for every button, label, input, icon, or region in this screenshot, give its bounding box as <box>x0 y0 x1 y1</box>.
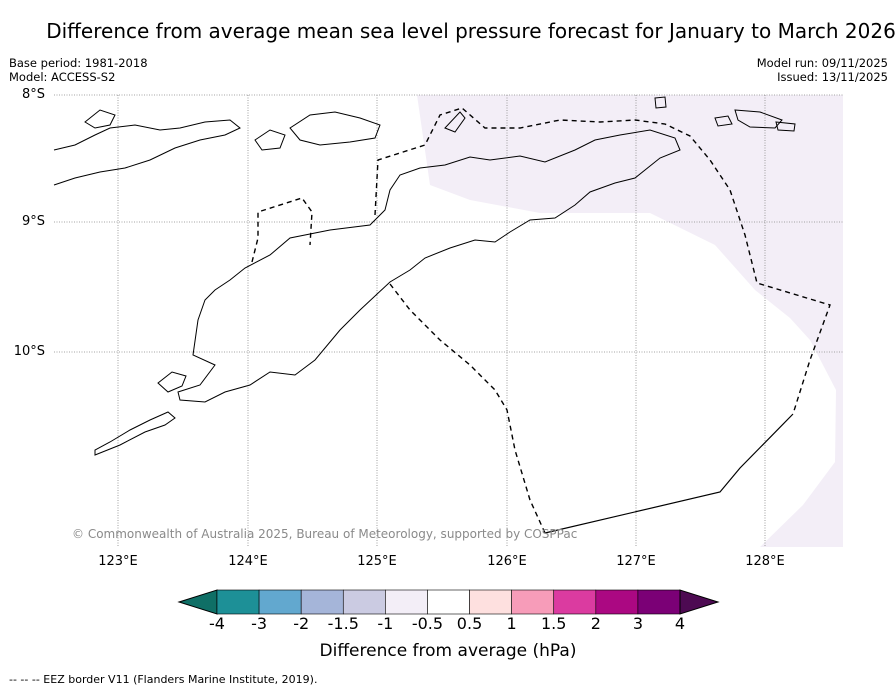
meta-left: Base period: 1981-2018 Model: ACCESS-S2 <box>9 56 148 84</box>
chart-title: Difference from average mean sea level p… <box>46 19 896 43</box>
coastline-timor <box>177 129 681 403</box>
coastline-island-b <box>289 111 381 146</box>
colorbar-tick-label: 3 <box>632 614 643 633</box>
coastline-island-e <box>734 109 783 129</box>
colorbar-label: Difference from average (hPa) <box>319 641 577 661</box>
coastline-sawu <box>94 411 176 456</box>
colorbar-segment <box>258 589 302 615</box>
colorbar-tick-label: 4 <box>674 614 686 633</box>
colorbar-segment <box>511 589 555 615</box>
lon-label-123e: 123°E <box>98 554 138 569</box>
eez-borders <box>251 107 831 534</box>
colorbar-tick-label: 1 <box>506 614 517 633</box>
colorbar-tick-label: -4 <box>209 614 225 633</box>
lon-label-128e: 128°E <box>745 554 785 569</box>
colorbar-segment <box>553 589 597 615</box>
colorbar-extend-high <box>679 589 720 615</box>
coastline-island-d <box>654 96 667 109</box>
lon-label-126e: 126°E <box>487 554 527 569</box>
colorbar-tick-label: -1.5 <box>327 614 359 633</box>
model-run: Model run: 09/11/2025 <box>756 56 888 70</box>
lat-label-8s: 8°S <box>21 87 45 102</box>
colorbar-tick-label: -0.5 <box>411 614 444 633</box>
colorbar-tick-label: -1 <box>377 614 394 633</box>
anomaly-shade-region <box>417 95 843 547</box>
colorbar-tick-label: 2 <box>590 614 601 633</box>
lat-label-9s: 9°S <box>21 214 45 229</box>
lon-label-127e: 127°E <box>616 554 656 569</box>
eez-legend-note: -- -- -- EEZ border V11 (Flanders Marine… <box>9 673 318 686</box>
colorbar-segment <box>300 589 344 615</box>
issued-date: Issued: 13/11/2025 <box>777 70 888 84</box>
colorbar-tick-label: 1.5 <box>540 614 567 633</box>
lon-label-124e: 124°E <box>228 554 268 569</box>
coastlines <box>53 96 796 456</box>
colorbar <box>177 589 720 615</box>
meta-right: Model run: 09/11/2025 Issued: 13/11/2025 <box>757 56 888 84</box>
lat-label-10s: 10°S <box>13 344 45 359</box>
coastline-rote <box>157 371 187 393</box>
colorbar-tick-label: 0.5 <box>456 614 483 633</box>
eez-border-south <box>389 283 546 534</box>
colorbar-tick-label: -2 <box>293 614 310 633</box>
colorbar-tick-label: -3 <box>251 614 268 633</box>
coastline-island-c <box>254 129 286 151</box>
coastline-island-f <box>714 115 733 127</box>
colorbar-segment <box>469 589 512 615</box>
eez-border-solid <box>544 413 794 534</box>
coastline-island-a <box>84 109 116 129</box>
colorbar-extend-low <box>177 589 218 615</box>
coastline-atauro <box>444 111 466 133</box>
colorbar-segment <box>216 589 260 615</box>
colorbar-segment <box>342 589 386 615</box>
colorbar-segment <box>385 589 428 615</box>
map-gridlines <box>54 94 843 547</box>
base-period: Base period: 1981-2018 <box>9 56 148 70</box>
model-name: Model: ACCESS-S2 <box>9 70 116 84</box>
colorbar-segment <box>595 589 639 615</box>
coastline-flores-alor <box>53 119 241 186</box>
eez-border-enclave <box>251 197 313 263</box>
eez-border-north <box>374 107 831 415</box>
colorbar-segment <box>427 589 470 615</box>
colorbar-segment <box>637 589 681 615</box>
copyright-notice: © Commonwealth of Australia 2025, Bureau… <box>72 527 578 541</box>
coastline-island-g <box>775 121 796 132</box>
lon-label-125e: 125°E <box>357 554 397 569</box>
